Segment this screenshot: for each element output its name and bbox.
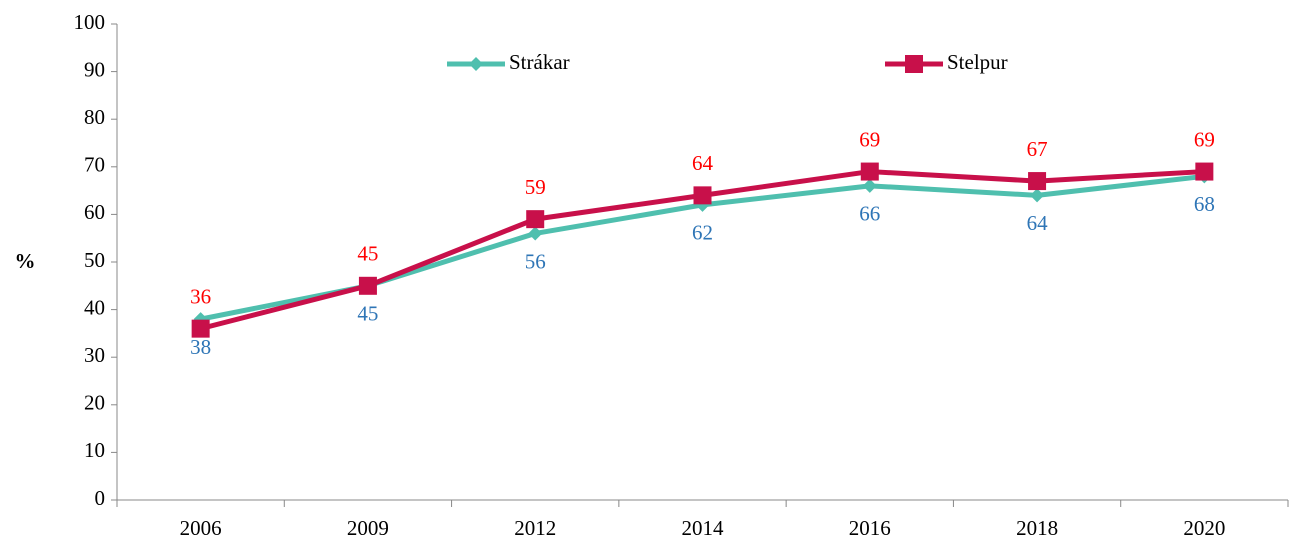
y-tick-label: 100 [74, 10, 106, 34]
y-tick-label: 40 [84, 295, 105, 319]
data-label: 64 [1027, 211, 1049, 235]
y-tick-label: 30 [84, 343, 105, 367]
x-tick-label: 2014 [682, 516, 725, 540]
data-label: 45 [357, 242, 378, 266]
data-point [358, 276, 377, 295]
data-point [191, 319, 210, 338]
data-label: 64 [692, 151, 714, 175]
y-tick-label: 90 [84, 57, 105, 81]
legend-marker [469, 57, 483, 71]
legend-label: Strákar [509, 50, 570, 74]
y-tick-label: 80 [84, 105, 105, 129]
y-tick-label: 60 [84, 200, 105, 224]
data-label: 38 [190, 335, 211, 359]
x-tick-label: 2012 [514, 516, 556, 540]
data-point [1028, 172, 1047, 191]
data-point [860, 162, 879, 181]
data-point [1030, 188, 1045, 203]
data-label: 68 [1194, 192, 1215, 216]
x-tick-label: 2009 [347, 516, 389, 540]
data-label: 69 [1194, 127, 1215, 151]
data-label: 62 [692, 221, 713, 245]
y-tick-label: 20 [84, 391, 105, 415]
data-point [526, 210, 545, 229]
data-point [1195, 162, 1214, 181]
data-point [528, 226, 543, 241]
data-label: 69 [859, 127, 880, 151]
y-axis-label: % [15, 249, 36, 273]
x-tick-label: 2016 [849, 516, 891, 540]
data-label: 59 [525, 175, 546, 199]
x-tick-label: 2006 [180, 516, 222, 540]
y-tick-label: 70 [84, 153, 105, 177]
data-label: 36 [190, 284, 211, 308]
x-tick-label: 2020 [1183, 516, 1225, 540]
y-tick-label: 10 [84, 438, 105, 462]
legend-label: Stelpur [947, 50, 1008, 74]
data-label: 56 [525, 249, 546, 273]
data-label: 66 [859, 202, 880, 226]
data-label: 67 [1027, 137, 1048, 161]
data-label: 45 [357, 302, 378, 326]
data-point [862, 178, 877, 193]
data-point [693, 186, 712, 205]
x-tick-label: 2018 [1016, 516, 1058, 540]
y-tick-label: 0 [95, 486, 106, 510]
y-tick-label: 50 [84, 248, 105, 272]
legend-marker [905, 55, 923, 73]
